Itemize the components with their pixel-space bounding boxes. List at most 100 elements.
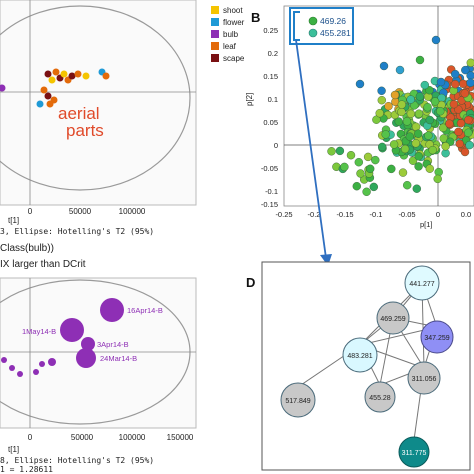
node-label-311-775: 311.775 [402, 450, 427, 457]
scatter-point [436, 77, 446, 87]
scatter-point [389, 140, 399, 149]
legend-swatch-shoot [211, 6, 219, 14]
node-label-311-056: 311.056 [412, 376, 437, 383]
scatter-point [356, 169, 365, 178]
scatter-point [397, 100, 406, 109]
scatter-point [415, 92, 425, 101]
scatter-point [414, 152, 423, 161]
node-455 [364, 381, 396, 413]
mid-text-class: Class(bulb)) [0, 243, 54, 254]
panel-d-label: D [246, 275, 255, 290]
panel-c-x-tick: 50000 [71, 433, 94, 442]
scatter-point [335, 146, 345, 156]
scatter-point [423, 102, 432, 112]
legend-swatch-leaf [211, 42, 219, 50]
scatter-point [414, 109, 424, 118]
scatter-point [456, 118, 466, 128]
scatter-point [390, 90, 400, 100]
legend-swatch-469 [308, 16, 318, 26]
scatter-point [406, 95, 415, 104]
scatter-point [466, 71, 474, 80]
node-441 [404, 265, 440, 301]
scatter-point [460, 89, 469, 98]
scatter-point [395, 65, 405, 75]
panel-a-x-tick: 50000 [69, 207, 92, 216]
scatter-point [414, 162, 423, 171]
legend-label-bulb: bulb [223, 30, 239, 39]
scatter-point [425, 164, 434, 173]
node-517 [280, 382, 316, 418]
scatter-point [369, 182, 378, 192]
point [74, 70, 82, 78]
panel-a-x-tick: 0 [28, 207, 33, 216]
connector-arrow [295, 39, 327, 259]
scatter-point [439, 134, 448, 143]
y-tick: 0.1 [268, 95, 278, 104]
panel-c-x-label: t[1] [8, 445, 19, 454]
x-tick: -0.15 [336, 210, 353, 219]
node-label-455: 455.28 [369, 395, 391, 402]
panel-b-label: B [251, 10, 260, 25]
panel-b-legend-box [289, 7, 354, 45]
point [76, 348, 96, 368]
scatter-point [466, 58, 474, 67]
scatter-point [366, 164, 375, 174]
scatter-point [377, 95, 386, 105]
scatter-point [363, 152, 373, 162]
scatter-point [430, 97, 440, 106]
scatter-point [411, 139, 420, 148]
legend-label-scape: scape [223, 54, 245, 63]
panel-a-points [0, 68, 110, 108]
y-tick: -0.15 [261, 200, 278, 209]
node-label-483: 483.281 [347, 353, 372, 360]
scatter-point [428, 145, 437, 155]
point [52, 68, 60, 76]
y-tick: 0.05 [263, 118, 278, 127]
panel-b-x-label: p[1] [420, 220, 433, 229]
scatter-point [406, 109, 416, 119]
panel-a-legend: shoot flower bulb leaf scape [211, 6, 245, 63]
panel-c-plot-area [0, 277, 197, 429]
node-label-469: 469.259 [380, 316, 405, 323]
scatter-point [454, 127, 463, 137]
legend-label-shoot: shoot [223, 6, 243, 15]
panel-c-caption-1: 8, Ellipse: Hotelling's T2 (95%) [0, 456, 154, 465]
node-469 [376, 301, 410, 335]
point [60, 70, 68, 78]
scatter-point [451, 79, 460, 89]
point [0, 84, 6, 92]
point [39, 361, 45, 367]
node-311-775 [398, 436, 430, 468]
panel-c-points [1, 298, 124, 377]
panel-b-points [327, 35, 474, 197]
scatter-point [381, 130, 390, 139]
scatter-point [464, 115, 473, 125]
panel-c-label-24mar: 24Mar14-B [100, 354, 137, 363]
scatter-point [371, 155, 380, 165]
panel-c-label-16apr: 16Apr14-B [127, 306, 163, 315]
panel-a-annotation-parts: parts [66, 121, 104, 140]
panel-c-label-3apr: 3Apr14-B [97, 340, 129, 349]
scatter-point [438, 123, 448, 133]
scatter-point [408, 156, 418, 165]
scatter-point [400, 144, 410, 154]
point [36, 100, 44, 108]
panel-c-x-tick: 100000 [119, 433, 146, 442]
node-label-347: 347.259 [424, 335, 449, 342]
scatter-point [433, 174, 442, 184]
point [48, 76, 56, 84]
scatter-point [346, 150, 356, 160]
legend-swatch-bulb [211, 30, 219, 38]
x-tick: 0 [436, 210, 440, 219]
scatter-point [412, 184, 421, 193]
panel-a-x-label: t[1] [8, 216, 19, 225]
node-label-517: 517.849 [285, 398, 310, 405]
scatter-point [394, 117, 403, 126]
scatter-point [461, 65, 470, 75]
x-tick: -0.25 [275, 210, 292, 219]
y-tick: 0.2 [268, 49, 278, 58]
scatter-point [424, 131, 433, 140]
point [82, 72, 90, 80]
panel-b-x-ticks: -0.25 -0.2 -0.15 -0.1 -0.05 0 0.0 [275, 210, 471, 219]
panel-a-ellipse-caption: 3, Ellipse: Hotelling's T2 (95%) [0, 227, 154, 236]
